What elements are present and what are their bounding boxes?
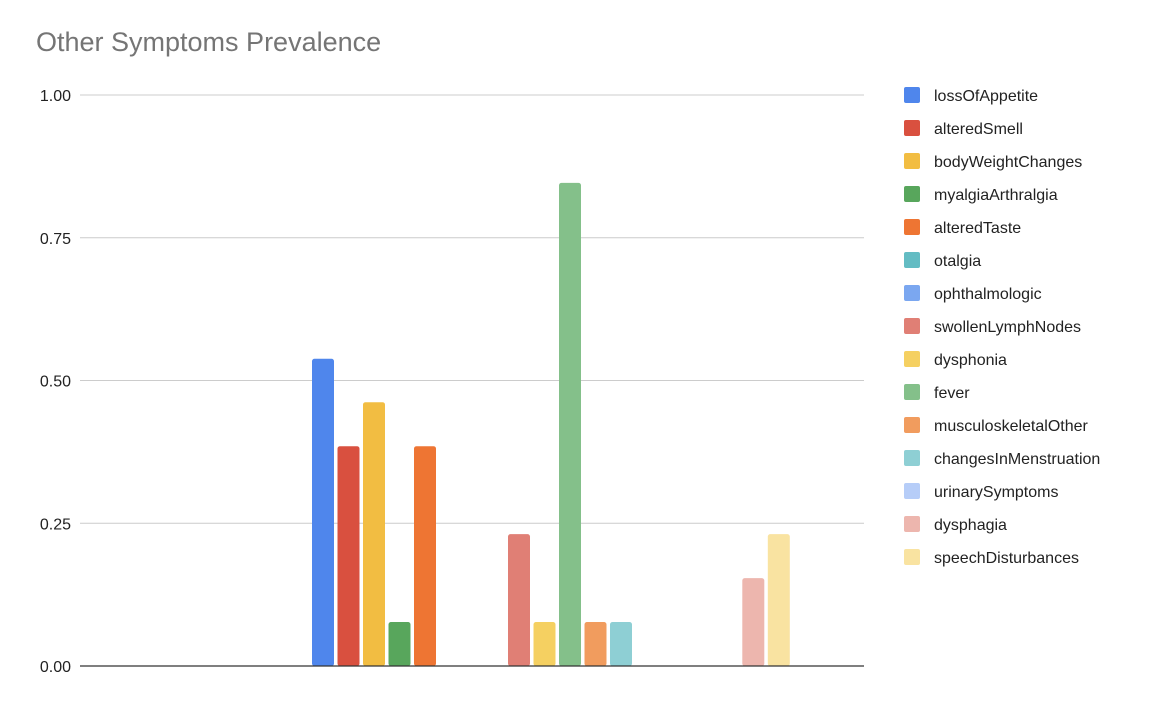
legend-label: myalgiaArthralgia xyxy=(934,187,1058,204)
legend-item-dysphagia: dysphagia xyxy=(904,516,1007,534)
legend-label: bodyWeightChanges xyxy=(934,154,1082,171)
legend-swatch xyxy=(904,186,920,202)
legend-label: alteredSmell xyxy=(934,121,1023,138)
bar-alteredSmell xyxy=(337,446,360,666)
legend-swatch xyxy=(904,351,920,367)
legend-swatch xyxy=(904,87,920,103)
legend-item-urinarySymptoms: urinarySymptoms xyxy=(904,483,1058,501)
legend-swatch xyxy=(904,219,920,235)
legend-label: fever xyxy=(934,385,970,402)
legend-swatch xyxy=(904,285,920,301)
bar-lossOfAppetite xyxy=(312,358,334,666)
legend-swatch xyxy=(904,153,920,169)
bar-speechDisturbances xyxy=(767,534,790,666)
legend-swatch xyxy=(904,516,920,532)
legend-item-bodyWeightChanges: bodyWeightChanges xyxy=(904,153,1082,171)
legend-item-dysphonia: dysphonia xyxy=(904,351,1007,369)
bar-fever xyxy=(559,182,581,666)
legend-swatch xyxy=(904,417,920,433)
y-tick-label: 0.00 xyxy=(40,659,71,676)
legend: lossOfAppetite alteredSmell bodyWeightChan… xyxy=(904,87,1100,567)
bar-changesInMenstruation xyxy=(610,622,632,666)
legend-swatch xyxy=(904,549,920,565)
legend-item-lossOfAppetite: lossOfAppetite xyxy=(904,87,1038,105)
bar-musculoskeletalOther xyxy=(584,622,607,666)
bar-alteredTaste xyxy=(414,446,436,666)
legend-label: dysphagia xyxy=(934,517,1007,534)
legend-item-speechDisturbances: speechDisturbances xyxy=(904,549,1079,567)
legend-label: dysphonia xyxy=(934,352,1007,369)
legend-swatch xyxy=(904,318,920,334)
legend-item-fever: fever xyxy=(904,384,970,402)
legend-label: ophthalmologic xyxy=(934,286,1042,303)
bar-swollenLymphNodes xyxy=(508,534,530,666)
y-tick-label: 0.75 xyxy=(40,231,71,248)
legend-item-swollenLymphNodes: swollenLymphNodes xyxy=(904,318,1081,336)
legend-item-ophthalmologic: ophthalmologic xyxy=(904,285,1042,303)
legend-item-alteredSmell: alteredSmell xyxy=(904,120,1023,138)
legend-swatch xyxy=(904,120,920,136)
legend-swatch xyxy=(904,384,920,400)
y-axis-ticks: 0.00 0.25 0.50 0.75 1.00 xyxy=(40,88,71,676)
legend-label: otalgia xyxy=(934,253,981,270)
bar-dysphagia xyxy=(742,578,765,666)
legend-label: lossOfAppetite xyxy=(934,88,1038,105)
legend-item-musculoskeletalOther: musculoskeletalOther xyxy=(904,417,1089,435)
legend-item-myalgiaArthralgia: myalgiaArthralgia xyxy=(904,186,1058,204)
legend-swatch xyxy=(904,450,920,466)
legend-swatch xyxy=(904,252,920,268)
grid-lines xyxy=(80,94,864,524)
bar-myalgiaArthralgia xyxy=(388,622,411,666)
bar-dysphonia xyxy=(533,622,556,666)
bar-bodyWeightChanges xyxy=(363,402,385,666)
chart-title: Other Symptoms Prevalence xyxy=(36,27,382,57)
legend-label: swollenLymphNodes xyxy=(934,319,1081,336)
legend-swatch xyxy=(904,483,920,499)
bars xyxy=(312,182,790,666)
legend-label: musculoskeletalOther xyxy=(934,418,1089,435)
legend-item-changesInMenstruation: changesInMenstruation xyxy=(904,450,1100,468)
legend-label: speechDisturbances xyxy=(934,550,1079,567)
legend-item-alteredTaste: alteredTaste xyxy=(904,219,1021,237)
legend-label: urinarySymptoms xyxy=(934,484,1058,501)
legend-label: changesInMenstruation xyxy=(934,451,1100,468)
y-tick-label: 0.25 xyxy=(40,516,71,533)
legend-label: alteredTaste xyxy=(934,220,1021,237)
legend-item-otalgia: otalgia xyxy=(904,252,981,270)
y-tick-label: 1.00 xyxy=(40,88,71,105)
y-tick-label: 0.50 xyxy=(40,374,71,391)
